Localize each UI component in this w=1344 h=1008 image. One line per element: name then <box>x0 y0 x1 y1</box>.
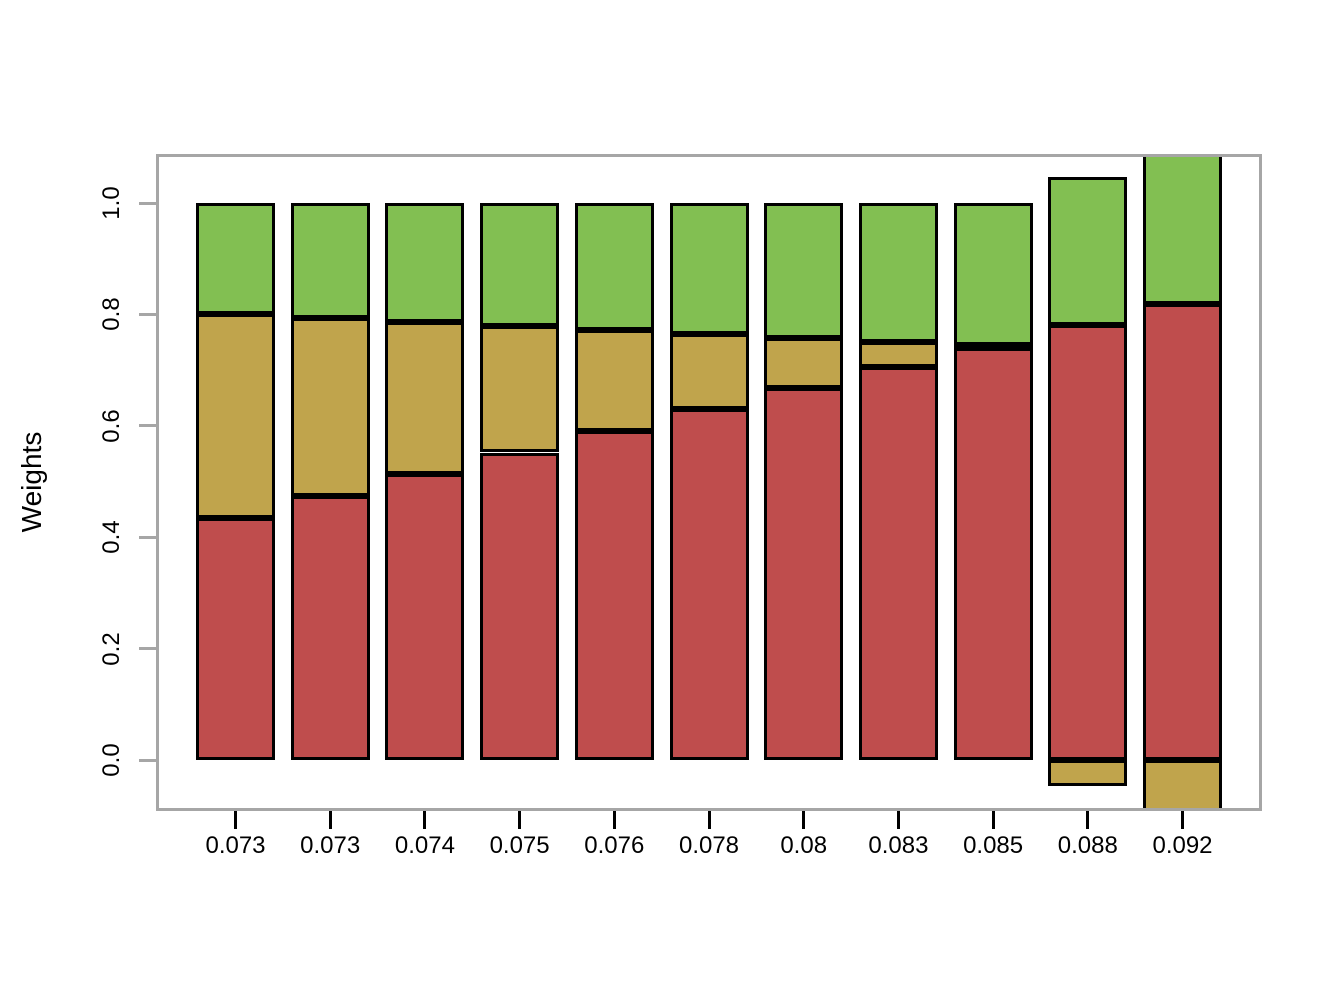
x-axis-tick-6 <box>707 811 711 829</box>
x-axis-tick-label-4: 0.075 <box>489 832 550 859</box>
bar-segment-weight-red-11 <box>1143 304 1222 760</box>
x-axis-tick-label-7: 0.08 <box>780 832 828 859</box>
x-axis-tick-9 <box>991 811 995 829</box>
bar-segment-weight-green-7 <box>764 203 844 338</box>
bar-segment-weight-red-2 <box>290 496 370 760</box>
bar-segment-weight-gold-5 <box>574 330 654 431</box>
bar-segment-weight-gold-4 <box>480 326 560 453</box>
bar-segment-weight-gold-1 <box>196 313 275 518</box>
bar-segment-weight-red-9 <box>953 345 1033 760</box>
x-axis-tick-1 <box>234 811 237 829</box>
bar-segment-weight-red-3 <box>385 474 465 760</box>
bar-segment-weight-gold-7 <box>764 337 844 388</box>
bar-segment-weight-red-4 <box>480 452 560 760</box>
x-axis-tick-7 <box>802 811 806 829</box>
x-axis-tick-label-6: 0.078 <box>678 832 740 859</box>
x-axis-tick-8 <box>896 811 900 829</box>
bar-segment-weight-green-11 <box>1143 155 1222 305</box>
bar-segment-weight-green-4 <box>480 203 560 327</box>
bar-segment-weight-gold-8 <box>858 341 938 367</box>
x-axis-tick-2 <box>328 811 332 829</box>
x-axis-tick-label-10: 0.088 <box>1057 832 1118 859</box>
bar-segment-weight-green-6 <box>669 203 749 334</box>
bar-segment-weight-red-8 <box>858 366 938 760</box>
y-axis-tick-0.2 <box>139 647 157 651</box>
x-axis-tick-label-2: 0.073 <box>300 832 361 859</box>
y-axis-tick-label: 0.2 <box>98 631 125 666</box>
bar-segment-weight-red-1 <box>196 517 275 760</box>
y-axis-tick-1.0 <box>139 201 157 205</box>
x-axis-tick-3 <box>423 811 427 829</box>
bar-segment-weight-gold-11 <box>1143 760 1222 810</box>
bar-segment-weight-gold-2 <box>290 318 370 496</box>
bar-segment-weight-green-10 <box>1048 177 1128 325</box>
x-axis-tick-5 <box>612 811 616 829</box>
y-axis-tick-label: 0.4 <box>98 520 125 554</box>
y-axis-tick-0.0 <box>139 758 157 762</box>
x-axis-tick-11 <box>1181 811 1184 829</box>
x-axis-tick-label-8: 0.083 <box>868 832 929 859</box>
bar-segment-weight-gold-10 <box>1048 760 1128 786</box>
x-axis-tick-label-1: 0.073 <box>205 832 266 859</box>
bar-segment-weight-red-6 <box>669 409 749 760</box>
bar-segment-weight-green-9 <box>953 203 1033 345</box>
bar-segment-weight-red-7 <box>764 387 844 760</box>
x-axis-tick-label-9: 0.085 <box>963 832 1024 859</box>
bar-segment-weight-green-8 <box>858 203 938 342</box>
y-axis-tick-0.4 <box>139 535 157 539</box>
plot-clip-region <box>157 155 1261 810</box>
x-axis-tick-label-3: 0.074 <box>394 832 455 859</box>
x-axis-tick-label-11: 0.092 <box>1152 832 1213 859</box>
y-axis-tick-label: 0.8 <box>98 297 125 332</box>
bar-segment-weight-gold-3 <box>385 322 465 475</box>
bar-segment-weight-red-5 <box>574 430 654 760</box>
y-axis-tick-0.8 <box>139 312 157 316</box>
bar-segment-weight-red-10 <box>1048 325 1128 760</box>
x-axis-tick-10 <box>1086 811 1090 829</box>
bar-segment-weight-gold-9 <box>953 344 1033 351</box>
bar-segment-weight-green-3 <box>385 203 465 323</box>
y-axis-tick-label: 0.0 <box>98 743 125 777</box>
x-axis-tick-4 <box>518 811 522 829</box>
bar-segment-weight-green-1 <box>196 203 275 314</box>
bar-segment-weight-green-2 <box>290 203 370 319</box>
y-axis-title: Weights <box>16 431 47 533</box>
y-axis-tick-label: 1.0 <box>98 186 125 220</box>
y-axis-tick-label: 0.6 <box>98 409 125 443</box>
bar-segment-weight-green-5 <box>574 203 654 330</box>
y-axis-tick-0.6 <box>139 424 157 428</box>
x-axis-tick-label-5: 0.076 <box>584 832 645 859</box>
plot-area <box>156 154 1262 811</box>
bar-segment-weight-gold-6 <box>669 333 749 410</box>
